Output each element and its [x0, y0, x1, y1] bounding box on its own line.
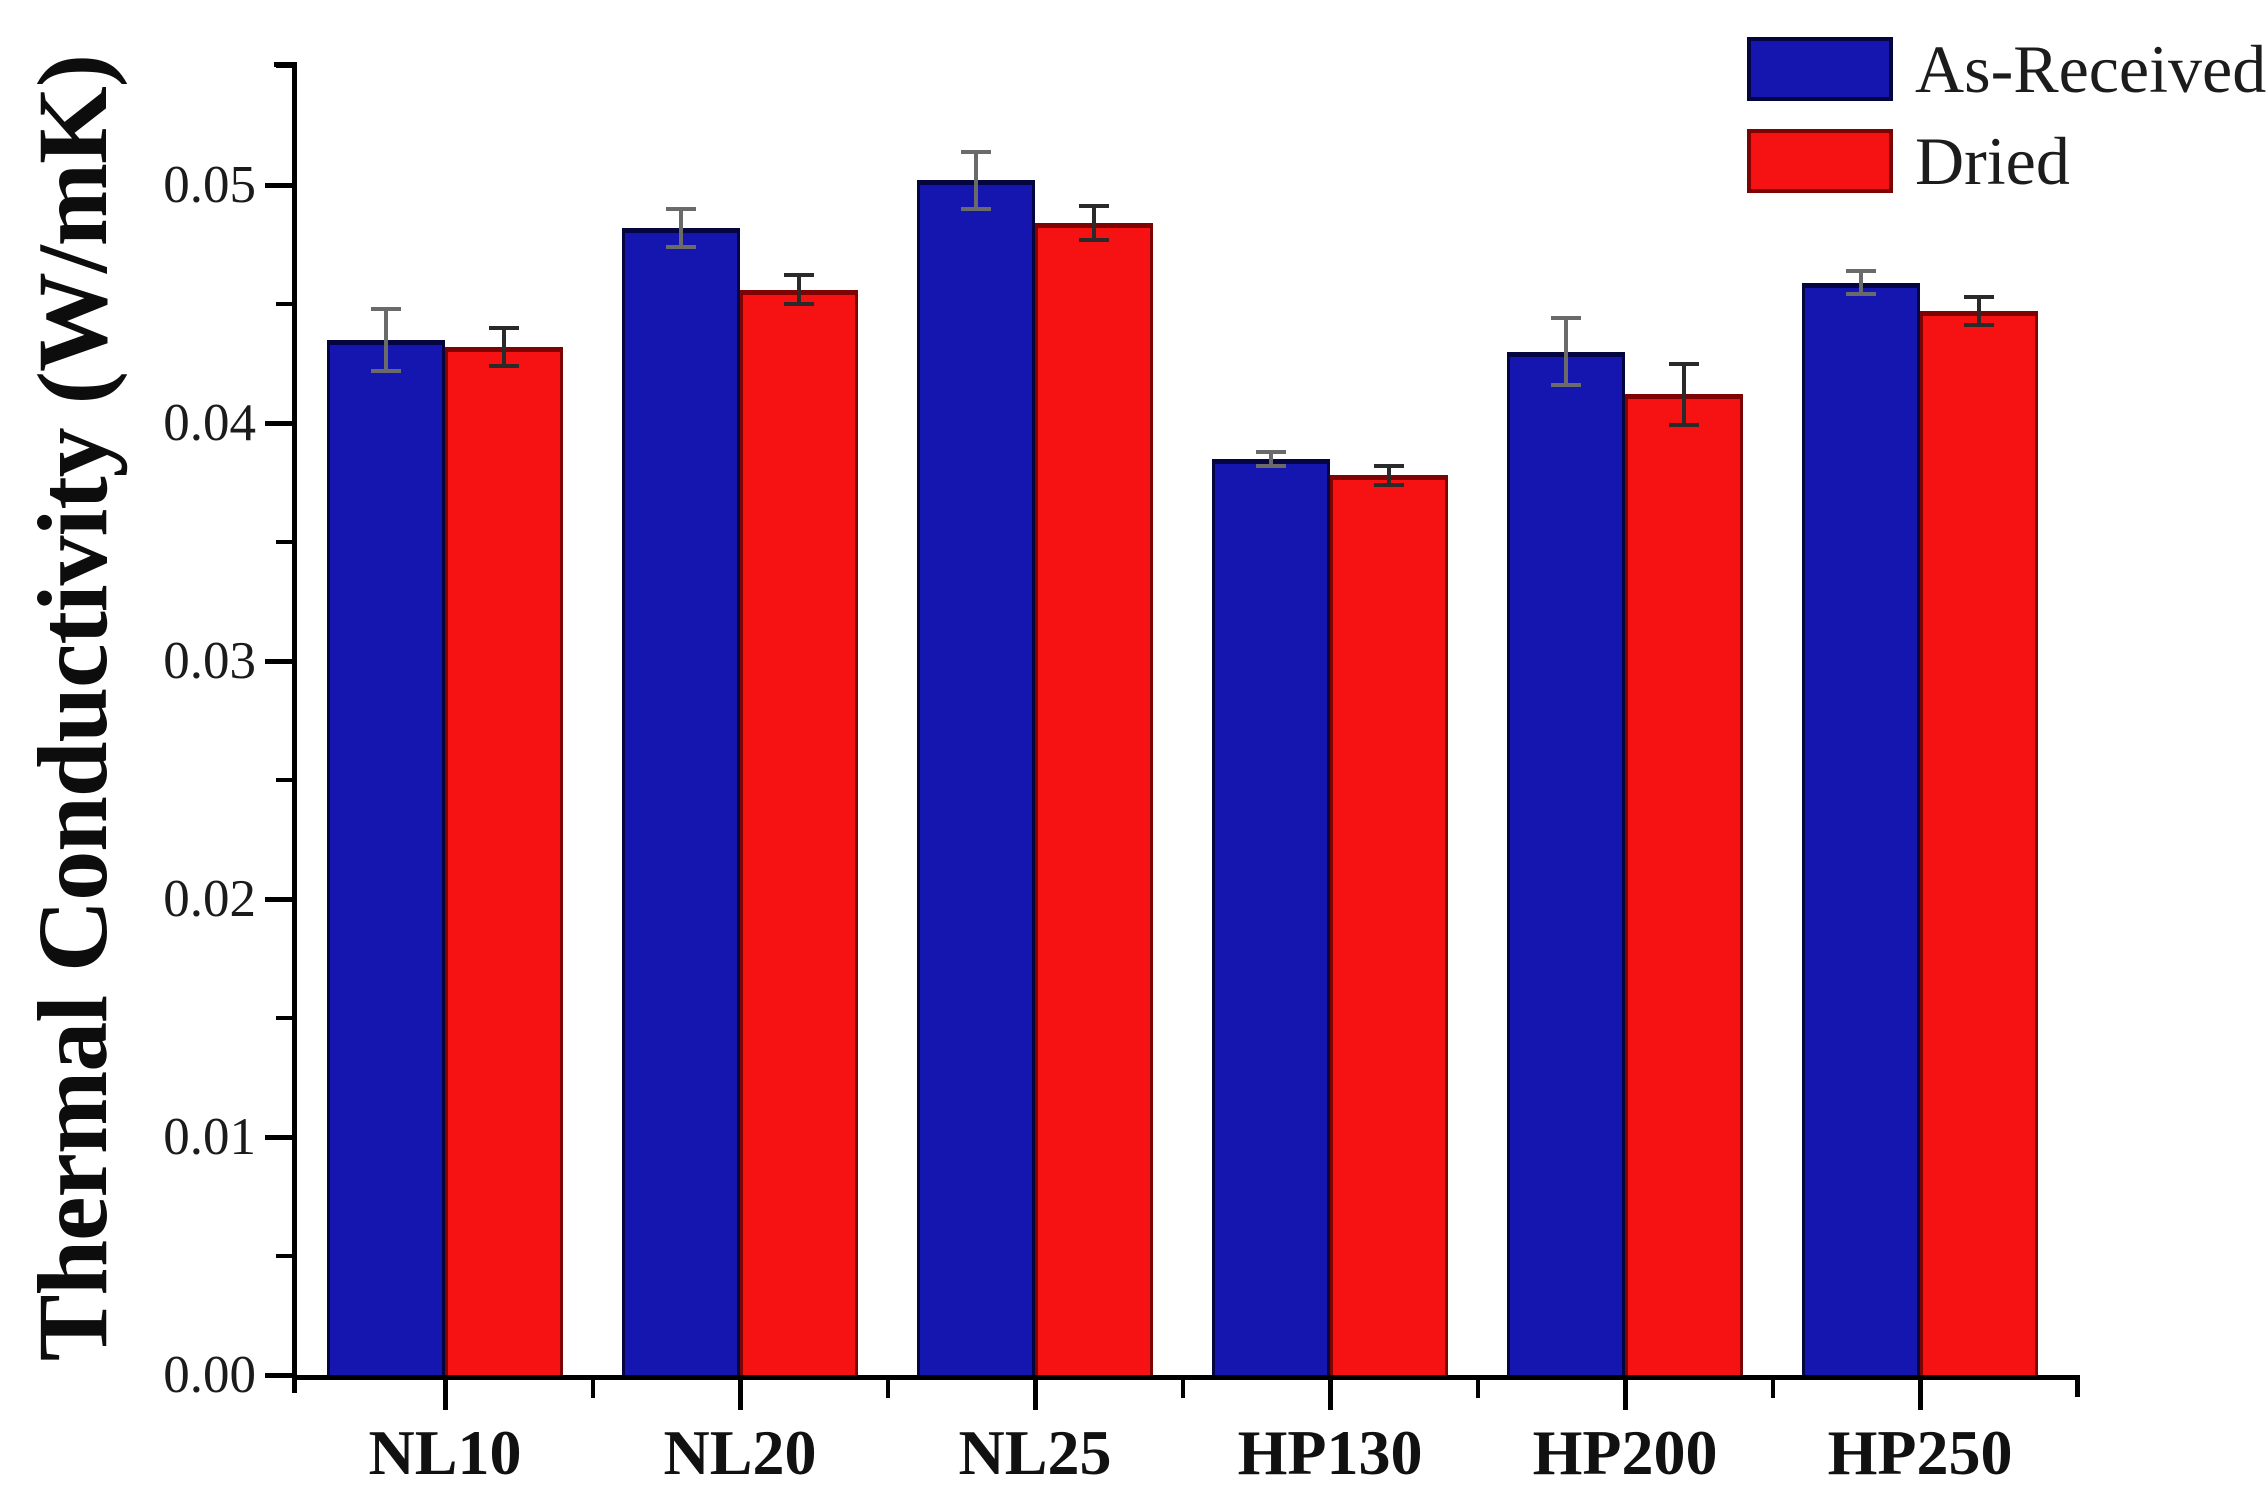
- x-major-tick: [1623, 1380, 1628, 1410]
- error-bar-cap: [666, 206, 696, 211]
- legend-swatch-as-received: [1747, 37, 1893, 101]
- y-tick-label: 0.05: [163, 156, 256, 214]
- bar-nl25-dried: [1035, 223, 1153, 1377]
- y-tick-label: 0.04: [163, 394, 256, 452]
- x-category-label: NL20: [663, 1417, 817, 1488]
- error-bar-cap: [489, 363, 519, 368]
- error-bar: [1387, 465, 1391, 485]
- x-category-label: NL25: [958, 1417, 1112, 1488]
- x-major-tick: [443, 1380, 448, 1410]
- y-major-tick: [265, 183, 292, 188]
- bar-hp200-dried: [1625, 394, 1743, 1377]
- legend: As-Received Dried: [1747, 34, 2266, 196]
- error-bar-cap: [666, 244, 696, 249]
- x-category-label: HP200: [1532, 1417, 1718, 1488]
- error-bar-cap: [1374, 463, 1404, 468]
- error-bar-cap: [784, 273, 814, 278]
- x-minor-tick: [885, 1380, 890, 1398]
- error-bar-cap: [961, 149, 991, 154]
- y-axis-line: [292, 62, 297, 1393]
- error-bar-cap: [1256, 463, 1286, 468]
- x-category-label: NL10: [368, 1417, 522, 1488]
- bar-nl10-as-received: [327, 339, 445, 1377]
- error-bar-cap: [1079, 237, 1109, 242]
- error-bar: [797, 275, 801, 304]
- error-bar-cap: [1964, 323, 1994, 328]
- y-minor-tick: [276, 1016, 292, 1020]
- x-major-tick: [1918, 1380, 1923, 1410]
- bar-nl20-dried: [740, 289, 858, 1377]
- x-category-label: HP130: [1237, 1417, 1423, 1488]
- y-major-tick: [265, 421, 292, 426]
- y-tick-label: 0.02: [163, 870, 256, 928]
- x-minor-tick: [1475, 1380, 1480, 1398]
- error-bar: [1859, 270, 1863, 295]
- error-bar: [1092, 206, 1096, 240]
- error-bar: [679, 208, 683, 247]
- x-category-label: HP250: [1827, 1417, 2013, 1488]
- x-major-tick: [738, 1380, 743, 1410]
- x-minor-tick: [590, 1380, 595, 1398]
- x-axis-end-tick: [2075, 1375, 2080, 1397]
- y-tick-label: 0.03: [163, 632, 256, 690]
- y-minor-tick: [276, 778, 292, 782]
- legend-swatch-dried: [1747, 129, 1893, 193]
- bar-nl25-as-received: [917, 180, 1035, 1377]
- error-bar-cap: [961, 206, 991, 211]
- error-bar: [1564, 318, 1568, 385]
- error-bar-cap: [784, 302, 814, 306]
- x-minor-tick: [1180, 1380, 1185, 1398]
- error-bar-cap: [1846, 292, 1876, 297]
- x-axis-line: [292, 1375, 2080, 1380]
- x-major-tick: [1328, 1380, 1333, 1410]
- legend-label-as-received: As-Received: [1915, 31, 2266, 107]
- x-minor-tick: [1770, 1380, 1775, 1398]
- error-bar-cap: [371, 368, 401, 373]
- bar-hp250-as-received: [1802, 282, 1920, 1377]
- error-bar-cap: [1256, 449, 1286, 454]
- error-bar: [1977, 296, 1981, 326]
- bar-nl10-dried: [445, 346, 563, 1377]
- error-bar-cap: [1669, 423, 1699, 428]
- error-bar-cap: [1551, 316, 1581, 321]
- bar-hp130-dried: [1330, 475, 1448, 1377]
- legend-label-dried: Dried: [1915, 123, 2070, 199]
- error-bar-cap: [1374, 482, 1404, 487]
- error-bar-cap: [1846, 268, 1876, 273]
- error-bar: [384, 308, 388, 371]
- y-major-tick: [265, 1135, 292, 1140]
- y-tick-label: 0.01: [163, 1108, 256, 1166]
- error-bar: [1682, 363, 1686, 426]
- y-minor-tick: [276, 64, 292, 68]
- error-bar-cap: [1964, 294, 1994, 299]
- bar-hp200-as-received: [1507, 351, 1625, 1377]
- y-major-tick: [265, 1373, 292, 1378]
- error-bar-cap: [371, 306, 401, 311]
- y-minor-tick: [276, 540, 292, 544]
- x-major-tick: [1033, 1380, 1038, 1410]
- bar-hp130-as-received: [1212, 458, 1330, 1377]
- bar-nl20-as-received: [622, 227, 740, 1377]
- error-bar-cap: [1079, 204, 1109, 209]
- y-minor-tick: [276, 302, 292, 306]
- legend-item-dried: Dried: [1747, 126, 2266, 196]
- bar-hp250-dried: [1920, 311, 2038, 1377]
- error-bar: [974, 151, 978, 209]
- y-major-tick: [265, 897, 292, 902]
- y-tick-label: 0.00: [163, 1346, 256, 1404]
- error-bar: [502, 327, 506, 366]
- error-bar: [1269, 451, 1273, 466]
- legend-item-as-received: As-Received: [1747, 34, 2266, 104]
- error-bar-cap: [489, 325, 519, 330]
- error-bar-cap: [1669, 361, 1699, 366]
- y-minor-tick: [276, 1254, 292, 1258]
- y-major-tick: [265, 659, 292, 664]
- error-bar-cap: [1551, 382, 1581, 387]
